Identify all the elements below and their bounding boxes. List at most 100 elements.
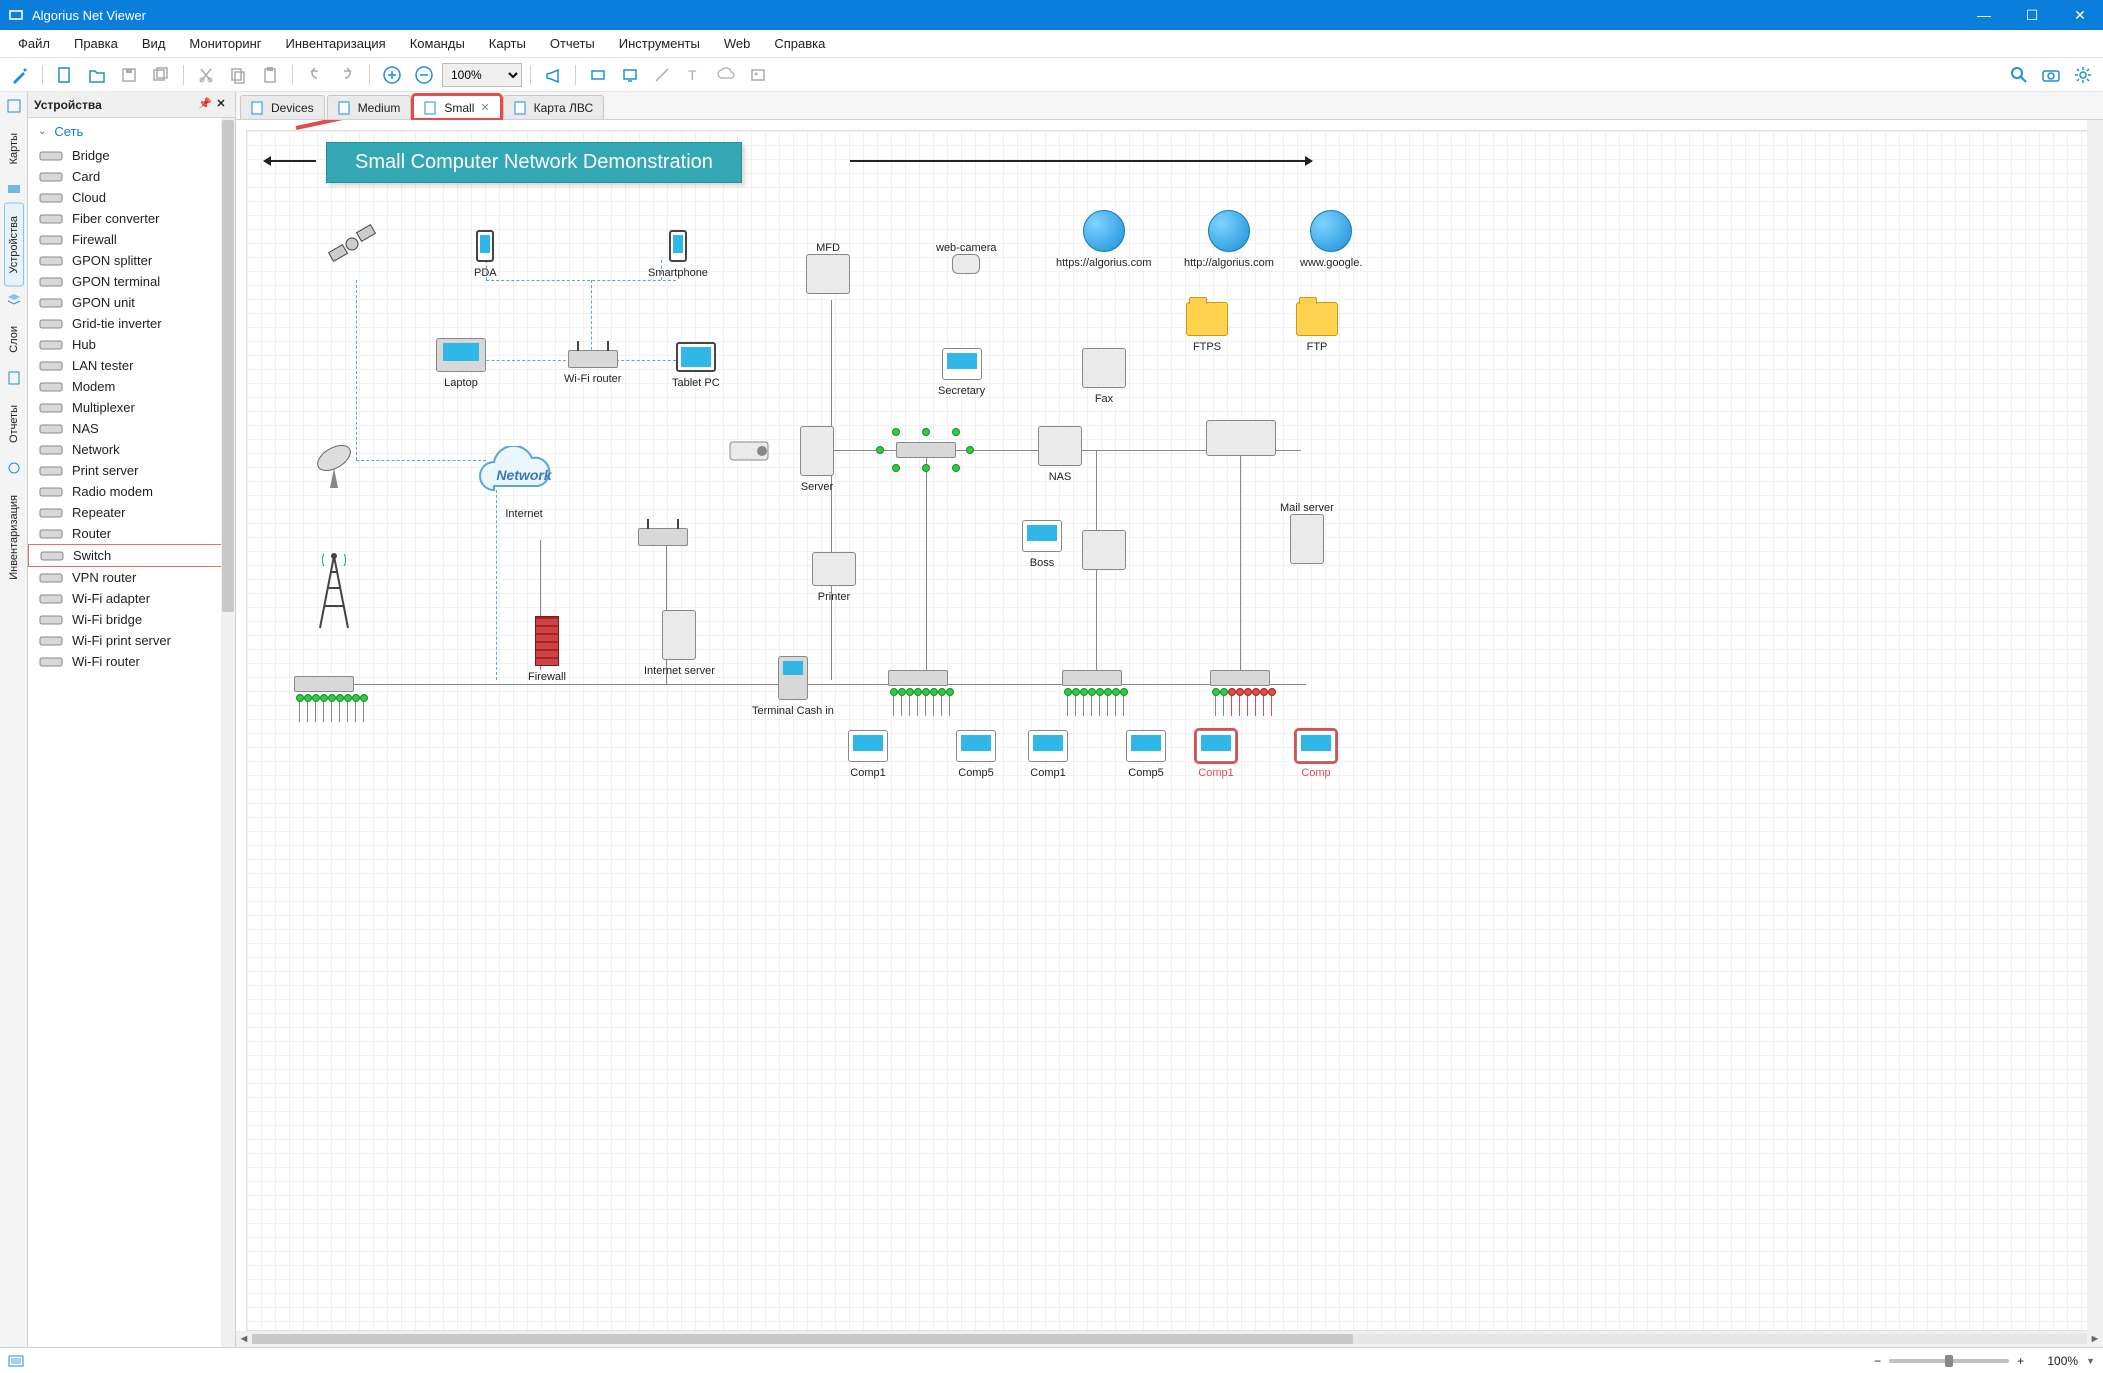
tree-item[interactable]: Radio modem: [28, 481, 235, 502]
tree-item[interactable]: Switch: [28, 544, 235, 567]
diagram-node-secretary[interactable]: Secretary: [938, 348, 985, 397]
gear-icon[interactable]: [2069, 61, 2097, 89]
tree-item[interactable]: LAN tester: [28, 355, 235, 376]
hscroll-thumb[interactable]: [252, 1334, 1353, 1344]
diagram-node-inetserver[interactable]: Internet server: [644, 610, 715, 677]
zoom-select[interactable]: 100%: [442, 63, 522, 87]
tree-item[interactable]: Multiplexer: [28, 397, 235, 418]
diagram-node-ftps[interactable]: FTPS: [1186, 302, 1228, 353]
tab-reports[interactable]: Отчеты: [4, 392, 24, 456]
sidebar-scrollbar[interactable]: [221, 118, 235, 1347]
tree-item[interactable]: Cloud: [28, 187, 235, 208]
tree-item[interactable]: Modem: [28, 376, 235, 397]
diagram-node-phone2[interactable]: [1082, 530, 1126, 573]
scroll-right-icon[interactable]: ►: [2087, 1333, 2103, 1345]
diagram-node-nas[interactable]: NAS: [1038, 426, 1082, 483]
diagram-node-printer[interactable]: Printer: [812, 552, 856, 603]
reports-tab-icon[interactable]: [4, 368, 24, 388]
menu-invent[interactable]: Инвентаризация: [274, 32, 398, 55]
document-tab[interactable]: Small✕: [413, 95, 500, 119]
menu-web[interactable]: Web: [712, 32, 763, 55]
horizontal-scrollbar[interactable]: ◄ ►: [236, 1331, 2103, 1347]
diagram-node-comp1r[interactable]: Comp1: [1196, 730, 1236, 779]
open-icon[interactable]: [83, 61, 111, 89]
diagram-node-tower[interactable]: [310, 550, 358, 630]
tree-item[interactable]: Grid-tie inverter: [28, 313, 235, 334]
diagram-node-fax[interactable]: Fax: [1082, 348, 1126, 405]
document-tab[interactable]: Devices: [240, 95, 325, 119]
tab-maps[interactable]: Карты: [4, 120, 24, 177]
scroll-left-icon[interactable]: ◄: [236, 1333, 252, 1345]
zoom-slider[interactable]: [1889, 1359, 2009, 1363]
line-icon[interactable]: [648, 61, 676, 89]
tree-group[interactable]: ⌄ Сеть: [28, 118, 235, 145]
diagram-node-satellite[interactable]: [322, 220, 382, 280]
tree-item[interactable]: Fiber converter: [28, 208, 235, 229]
diagram-node-router2[interactable]: [638, 528, 688, 549]
save-icon[interactable]: [115, 61, 143, 89]
zoom-minus[interactable]: −: [1874, 1354, 1881, 1368]
new-icon[interactable]: [51, 61, 79, 89]
tree-item[interactable]: GPON terminal: [28, 271, 235, 292]
diagram-node-comp5b[interactable]: Comp5: [1126, 730, 1166, 779]
menu-maps[interactable]: Карты: [477, 32, 538, 55]
diagram-node-boss[interactable]: Boss: [1022, 520, 1062, 569]
diagram-node-ftp[interactable]: FTP: [1296, 302, 1338, 353]
document-tab[interactable]: Medium: [327, 95, 412, 119]
diagram-node-comp1b[interactable]: Comp1: [1028, 730, 1068, 779]
tree-item[interactable]: VPN router: [28, 567, 235, 588]
zoom-dropdown-icon[interactable]: ▼: [2086, 1356, 2095, 1366]
diagram-node-wifirouter[interactable]: Wi-Fi router: [564, 350, 621, 385]
tree-item[interactable]: Wi-Fi print server: [28, 630, 235, 651]
camera-icon[interactable]: [2037, 61, 2065, 89]
menu-view[interactable]: Вид: [130, 32, 178, 55]
zoom-out-icon[interactable]: [410, 61, 438, 89]
diagram-node-pda[interactable]: PDA: [474, 230, 497, 279]
tab-inventory[interactable]: Инвентаризация: [4, 482, 24, 593]
hscroll-track[interactable]: [252, 1334, 2087, 1344]
image-icon[interactable]: [744, 61, 772, 89]
tab-layers[interactable]: Слои: [4, 313, 24, 366]
tree-item[interactable]: Network: [28, 439, 235, 460]
diagram-node-comp5r[interactable]: Comp: [1296, 730, 1336, 779]
search-icon[interactable]: [2005, 61, 2033, 89]
maps-tab-icon[interactable]: [4, 96, 24, 116]
diagram-node-firewall[interactable]: Firewall: [528, 616, 566, 683]
text-icon[interactable]: T: [680, 61, 708, 89]
menu-edit[interactable]: Правка: [62, 32, 130, 55]
sidebar-body[interactable]: ⌄ Сеть BridgeCardCloudFiber converterFir…: [28, 118, 235, 1347]
menu-tools[interactable]: Инструменты: [607, 32, 712, 55]
tree-item[interactable]: Bridge: [28, 145, 235, 166]
megaphone-icon[interactable]: [539, 61, 567, 89]
diagram-node-antenna[interactable]: [310, 430, 370, 490]
tree-item[interactable]: Repeater: [28, 502, 235, 523]
cut-icon[interactable]: [192, 61, 220, 89]
menu-monitor[interactable]: Мониторинг: [177, 32, 273, 55]
diagram-node-smartphone[interactable]: Smartphone: [648, 230, 708, 279]
diagram-node-switch_d[interactable]: [1210, 670, 1270, 689]
save-all-icon[interactable]: [147, 61, 175, 89]
vertical-scrollbar[interactable]: [2087, 120, 2103, 1331]
canvas-viewport[interactable]: Small Computer Network Demonstration: [236, 120, 2103, 1347]
sidebar-scroll-thumb[interactable]: [222, 120, 234, 612]
diagram-node-tabletpc[interactable]: Tablet PC: [672, 342, 720, 389]
diagram-node-switch_a[interactable]: [294, 676, 354, 695]
close-panel-icon[interactable]: ✕: [213, 97, 229, 113]
diagram-node-globe2[interactable]: http://algorius.com: [1184, 210, 1274, 269]
diagram-node-globe1[interactable]: https://algorius.com: [1056, 210, 1151, 269]
redo-icon[interactable]: [333, 61, 361, 89]
diagram-node-plotter[interactable]: [1206, 420, 1276, 459]
minimize-button[interactable]: —: [1969, 7, 1999, 24]
document-tab[interactable]: Карта ЛВС: [503, 95, 605, 119]
diagram-node-projector[interactable]: [728, 436, 778, 466]
tree-item[interactable]: Wi-Fi bridge: [28, 609, 235, 630]
menu-cmd[interactable]: Команды: [398, 32, 477, 55]
tree-item[interactable]: Firewall: [28, 229, 235, 250]
zoom-plus[interactable]: +: [2017, 1354, 2024, 1368]
tree-item[interactable]: GPON splitter: [28, 250, 235, 271]
layers-tab-icon[interactable]: [4, 289, 24, 309]
undo-icon[interactable]: [301, 61, 329, 89]
zoom-in-icon[interactable]: [378, 61, 406, 89]
zoom-slider-knob[interactable]: [1945, 1355, 1953, 1367]
menu-report[interactable]: Отчеты: [538, 32, 607, 55]
